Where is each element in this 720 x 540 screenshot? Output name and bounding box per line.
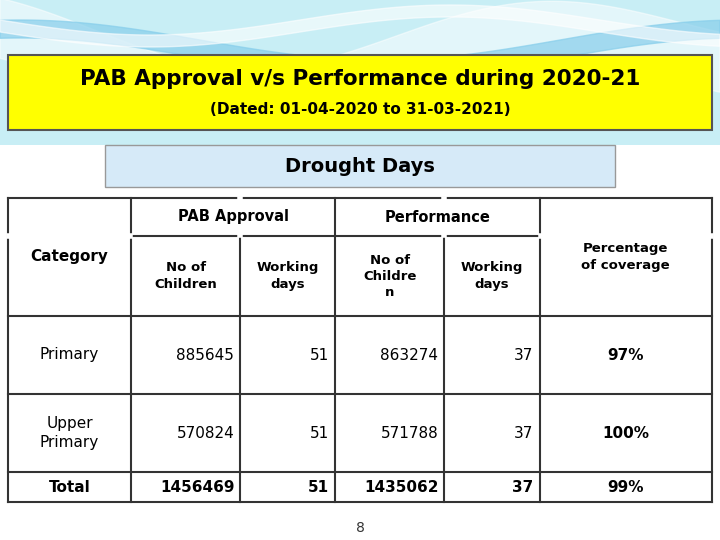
Text: PAB Approval v/s Performance during 2020-21: PAB Approval v/s Performance during 2020… xyxy=(80,69,640,89)
Bar xyxy=(0,145,720,540)
Text: Drought Days: Drought Days xyxy=(285,157,435,176)
Text: Percentage
of coverage: Percentage of coverage xyxy=(582,242,670,272)
Text: 51: 51 xyxy=(308,480,329,495)
Text: Performance: Performance xyxy=(384,210,490,225)
Text: Working
days: Working days xyxy=(461,261,523,291)
Text: No of
Children: No of Children xyxy=(154,261,217,291)
Text: 885645: 885645 xyxy=(176,348,234,362)
Text: Upper
Primary: Upper Primary xyxy=(40,416,99,450)
Text: 37: 37 xyxy=(514,348,534,362)
Text: Total: Total xyxy=(49,480,91,495)
Text: 571788: 571788 xyxy=(381,426,438,441)
Bar xyxy=(105,145,615,187)
Text: No of
Childre
n: No of Childre n xyxy=(363,253,417,299)
Text: 8: 8 xyxy=(356,521,364,535)
Text: 37: 37 xyxy=(514,426,534,441)
Text: 1435062: 1435062 xyxy=(364,480,438,495)
Text: 863274: 863274 xyxy=(380,348,438,362)
Text: 1456469: 1456469 xyxy=(160,480,234,495)
Text: Category: Category xyxy=(31,249,109,265)
Text: 37: 37 xyxy=(512,480,534,495)
Bar xyxy=(8,55,712,130)
Text: 97%: 97% xyxy=(608,348,644,362)
Text: 570824: 570824 xyxy=(176,426,234,441)
Text: 51: 51 xyxy=(310,348,329,362)
Text: Working
days: Working days xyxy=(256,261,319,291)
Text: Primary: Primary xyxy=(40,348,99,362)
Text: 51: 51 xyxy=(310,426,329,441)
Text: 99%: 99% xyxy=(608,480,644,495)
Text: 100%: 100% xyxy=(602,426,649,441)
Text: (Dated: 01-04-2020 to 31-03-2021): (Dated: 01-04-2020 to 31-03-2021) xyxy=(210,102,510,117)
Text: PAB Approval: PAB Approval xyxy=(178,210,289,225)
